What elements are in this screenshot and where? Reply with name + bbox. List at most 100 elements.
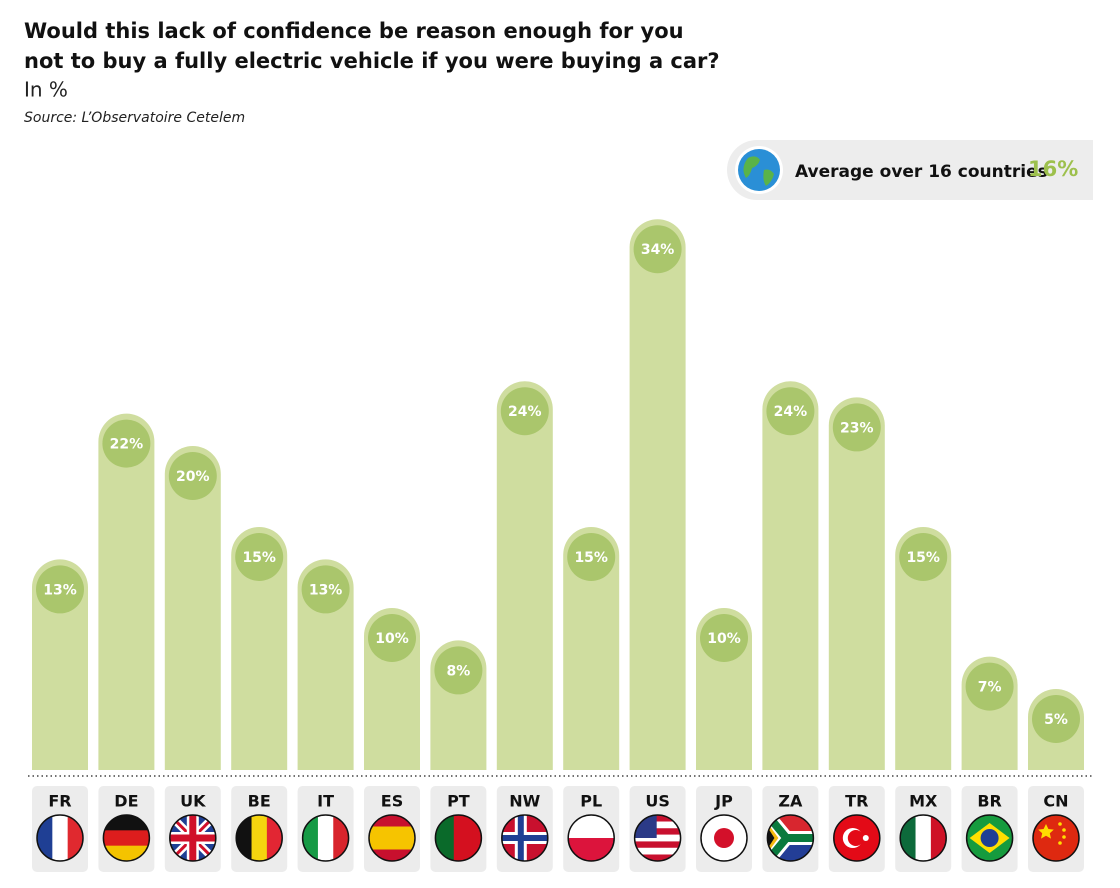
flag-border <box>36 814 84 862</box>
flag-part <box>847 830 864 846</box>
flag <box>169 815 216 861</box>
value-badge <box>700 614 748 662</box>
flag-border <box>102 814 151 862</box>
flag-part <box>369 838 415 850</box>
x-tick-label: JP <box>714 792 733 811</box>
flag-part <box>444 815 455 861</box>
flag-border <box>1032 814 1080 862</box>
flag-border <box>235 814 283 862</box>
value-badge <box>1032 695 1080 743</box>
flag-part <box>1062 835 1066 839</box>
x-tick-label: TR <box>845 792 868 811</box>
flag-part <box>369 849 415 861</box>
flag-part <box>369 826 415 839</box>
flag-border <box>766 814 815 862</box>
flag-part <box>634 821 681 829</box>
flag-part <box>37 815 53 861</box>
flag-part <box>169 834 216 842</box>
flag-border <box>899 814 947 862</box>
value-label: 34% <box>641 242 675 258</box>
value-label: 5% <box>1044 712 1068 728</box>
flag-part <box>634 854 681 861</box>
flag-border <box>700 814 748 862</box>
value-badge <box>766 387 815 436</box>
flag-border <box>633 814 682 862</box>
x-tick-label: IT <box>317 792 334 811</box>
value-label: 24% <box>508 404 542 420</box>
flag-part <box>568 815 615 839</box>
value-badge <box>899 533 948 581</box>
value-label: 15% <box>574 550 608 566</box>
flag-part <box>1038 824 1054 839</box>
bar <box>828 397 885 770</box>
flag-part <box>302 815 319 861</box>
flag-part <box>980 829 999 847</box>
flag-part <box>1033 815 1079 861</box>
flag-part <box>568 838 615 861</box>
source: Source: L’Observatoire Cetelem <box>24 110 245 126</box>
bar <box>164 446 221 770</box>
value-label: 8% <box>447 663 471 679</box>
value-label: 24% <box>774 404 808 420</box>
value-label: 10% <box>375 631 409 647</box>
x-tick-label: DE <box>114 792 138 811</box>
flag-part <box>472 815 482 861</box>
flag-part <box>900 815 917 861</box>
flag-part <box>714 828 734 848</box>
flag-part <box>915 815 932 861</box>
value-label: 22% <box>110 437 144 453</box>
x-tick-label: MX <box>909 792 938 811</box>
flag-part <box>501 835 548 841</box>
bar <box>563 527 620 770</box>
average-value: 16% <box>1028 157 1078 181</box>
chart-title: not to buy a fully electric vehicle if y… <box>24 49 720 73</box>
x-tick-label: PT <box>447 792 470 811</box>
value-label: 13% <box>43 582 77 598</box>
value-badge <box>633 225 682 274</box>
value-badge <box>500 387 549 436</box>
value-badge <box>567 533 616 581</box>
flag-part <box>317 815 334 861</box>
flag <box>833 815 880 861</box>
globe-land <box>743 156 774 186</box>
flag-part <box>52 815 69 861</box>
value-label: 23% <box>840 420 874 436</box>
x-tick-label: PL <box>580 792 602 811</box>
bar <box>297 559 354 770</box>
flag-part <box>862 835 869 841</box>
flag <box>501 815 548 861</box>
flag-part <box>1058 822 1062 826</box>
bar <box>98 413 155 770</box>
flag-border <box>301 814 350 862</box>
x-tick-label: CN <box>1043 792 1068 811</box>
x-tick-label: ZA <box>778 792 803 811</box>
flag-part <box>634 841 681 849</box>
value-label: 15% <box>906 550 940 566</box>
flag-part <box>767 827 775 849</box>
flag-part <box>453 815 464 861</box>
x-tick-label: BR <box>977 792 1002 811</box>
average-banner <box>727 140 1093 200</box>
flag <box>966 815 1013 861</box>
flag <box>435 815 482 861</box>
flag-border <box>567 814 615 862</box>
flag-part <box>634 847 681 855</box>
value-badge <box>368 614 416 662</box>
value-badge <box>434 646 483 695</box>
flag-part <box>634 815 681 823</box>
flag-part <box>251 815 268 861</box>
value-label: 13% <box>309 582 343 598</box>
value-label: 10% <box>707 631 741 647</box>
flag-border <box>368 814 416 862</box>
value-label: 20% <box>176 469 210 485</box>
value-badge <box>36 565 84 614</box>
flag-border <box>833 814 881 862</box>
flag <box>1033 815 1079 861</box>
value-badge <box>102 419 151 468</box>
x-tick-label: US <box>645 792 670 811</box>
bar <box>32 559 88 770</box>
average-text: Average over 16 countries <box>795 162 1048 182</box>
chart-subtitle: In % <box>24 78 68 102</box>
flag-border <box>434 814 483 862</box>
